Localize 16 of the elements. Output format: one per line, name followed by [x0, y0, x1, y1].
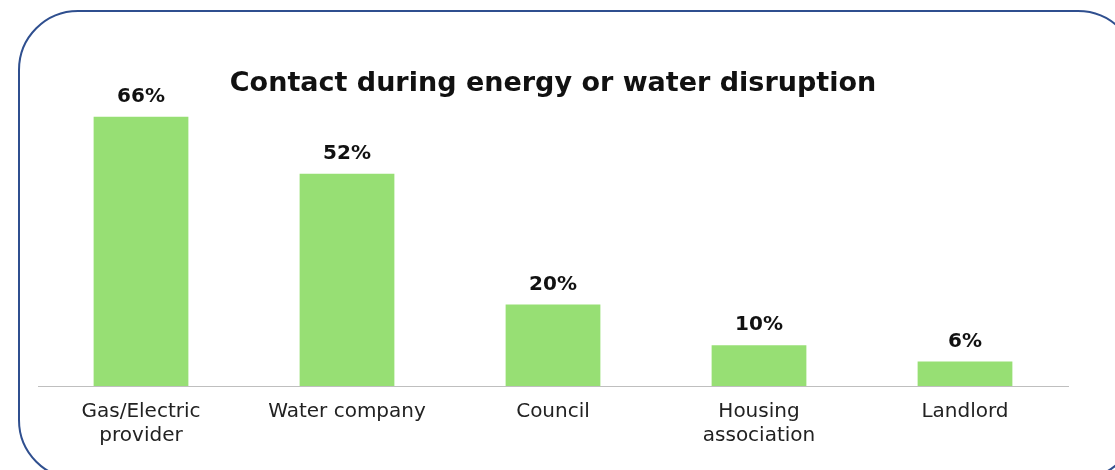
- x-tick-label: Water company: [268, 398, 426, 423]
- data-label: 10%: [735, 311, 783, 336]
- data-label: 66%: [117, 82, 165, 107]
- bar: [711, 345, 807, 386]
- x-tick-label: Council: [516, 398, 590, 423]
- chart-title: Contact during energy or water disruption: [229, 66, 877, 98]
- bar: [917, 361, 1013, 386]
- bar: [505, 304, 601, 386]
- data-label: 52%: [323, 140, 371, 165]
- x-tick-label: Gas/Electric provider: [81, 398, 201, 447]
- bar: [93, 116, 189, 386]
- data-label: 6%: [948, 327, 982, 352]
- x-tick-label: Landlord: [921, 398, 1009, 423]
- x-tick-label: Housing association: [702, 398, 816, 447]
- bar: [299, 173, 395, 386]
- data-label: 20%: [529, 270, 577, 295]
